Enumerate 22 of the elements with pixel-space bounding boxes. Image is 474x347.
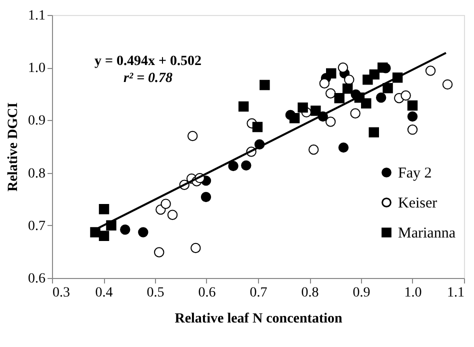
x-tick-label: 0.8 xyxy=(301,286,319,300)
x-tick-label: 0.9 xyxy=(352,286,370,300)
legend-label: Fay 2 xyxy=(398,166,432,182)
legend-label: Marianna xyxy=(398,226,456,242)
annotation: r² = 0.78 xyxy=(123,71,173,86)
annotation: y = 0.494x + 0.502 xyxy=(94,54,202,69)
y-tick-label: 0.8 xyxy=(28,166,46,182)
y-tick-label: 0.7 xyxy=(28,218,46,234)
y-tick-label: 1.1 xyxy=(28,8,46,24)
y-tick-label: 0.9 xyxy=(28,114,46,129)
y-tick-label: 0.6 xyxy=(28,272,46,286)
x-tick-label: 0.7 xyxy=(250,286,268,300)
legend-label: Keiser xyxy=(398,196,438,212)
x-tick-label: 0.6 xyxy=(198,286,216,300)
x-tick-label: 1.1 xyxy=(447,286,464,300)
x-tick-label: 0.3 xyxy=(52,286,70,300)
x-tick-label: 0.5 xyxy=(146,286,164,300)
x-axis-title: Relative leaf N concentation xyxy=(174,312,342,326)
x-tick-label: 1.0 xyxy=(404,286,422,300)
y-tick-label: 1.0 xyxy=(28,61,46,76)
x-tick-label: 0.4 xyxy=(95,286,113,300)
y-axis-title: Relative DGCI xyxy=(6,102,21,192)
